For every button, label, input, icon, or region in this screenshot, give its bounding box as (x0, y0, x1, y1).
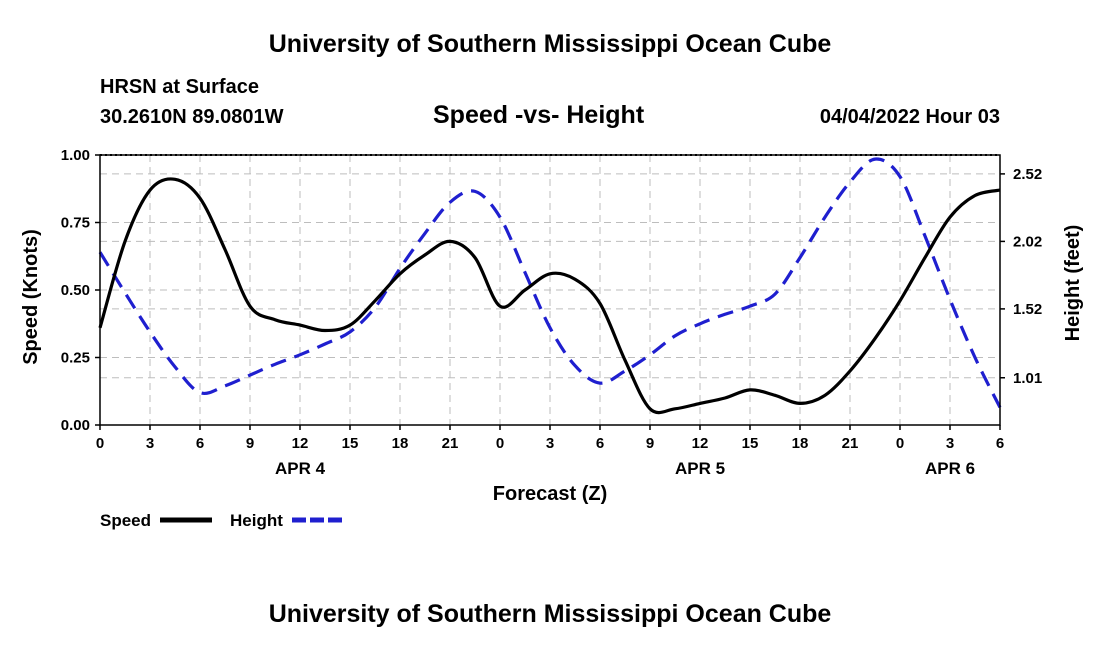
x-tick-label: 12 (292, 435, 309, 452)
y-tick-label: 0.25 (61, 350, 90, 367)
coordinates-label: 30.2610N 89.0801W (100, 106, 284, 128)
chart-main-title: University of Southern Mississippi Ocean… (268, 30, 832, 58)
x-tick-label: 3 (546, 435, 554, 452)
datetime-label: 04/04/2022 Hour 03 (819, 106, 1000, 128)
date-label: APR 5 (675, 459, 725, 478)
y-tick-label: 1.00 (61, 147, 90, 164)
grid (100, 154, 1000, 425)
x-tick-label: 21 (442, 435, 459, 452)
x-tick-label: 0 (96, 435, 104, 452)
x-tick-label: 21 (842, 435, 859, 452)
series-line-height (98, 157, 1002, 409)
x-tick-label: 6 (196, 435, 204, 452)
y2-tick-label: 2.52 (1013, 166, 1042, 183)
x-tick-label: 12 (692, 435, 709, 452)
y2-axis-title: Height (feet) (1062, 225, 1084, 342)
x-tick-label: 3 (946, 435, 954, 452)
x-tick-label: 15 (742, 435, 759, 452)
legend: Speed Height (100, 511, 342, 530)
legend-label-speed: Speed (100, 511, 151, 530)
date-label: APR 4 (275, 459, 326, 478)
axis-ticks: 0 3 6 9 12 15 18 21 0 3 6 9 12 15 18 21 0 3 6 APR 4 APR 5 APR… (61, 147, 1042, 478)
footer-title: University of Southern Mississippi Ocean… (268, 600, 832, 628)
x-tick-label: 6 (596, 435, 604, 452)
x-tick-label: 9 (646, 435, 654, 452)
x-tick-label: 18 (392, 435, 409, 452)
x-tick-label: 3 (146, 435, 154, 452)
y-tick-label: 0.75 (61, 215, 90, 232)
y-tick-label: 0.00 (61, 417, 90, 434)
x-tick-label: 0 (496, 435, 504, 452)
y2-tick-label: 1.01 (1013, 370, 1042, 387)
chart-subtitle: Speed -vs- Height (433, 101, 645, 129)
series-layer (98, 157, 1002, 415)
y-tick-label: 0.50 (61, 282, 90, 299)
y2-tick-label: 2.02 (1013, 233, 1042, 250)
station-label: HRSN at Surface (100, 76, 259, 98)
series-line-speed (98, 177, 1001, 415)
x-tick-label: 6 (996, 435, 1004, 452)
x-axis-title: Forecast (Z) (493, 483, 607, 505)
x-tick-label: 15 (342, 435, 359, 452)
y2-tick-label: 1.52 (1013, 301, 1042, 318)
legend-label-height: Height (230, 511, 283, 530)
x-tick-label: 9 (246, 435, 254, 452)
x-tick-label: 0 (896, 435, 904, 452)
x-tick-label: 18 (792, 435, 809, 452)
date-label: APR 6 (925, 459, 975, 478)
y-axis-title: Speed (Knots) (20, 229, 42, 365)
